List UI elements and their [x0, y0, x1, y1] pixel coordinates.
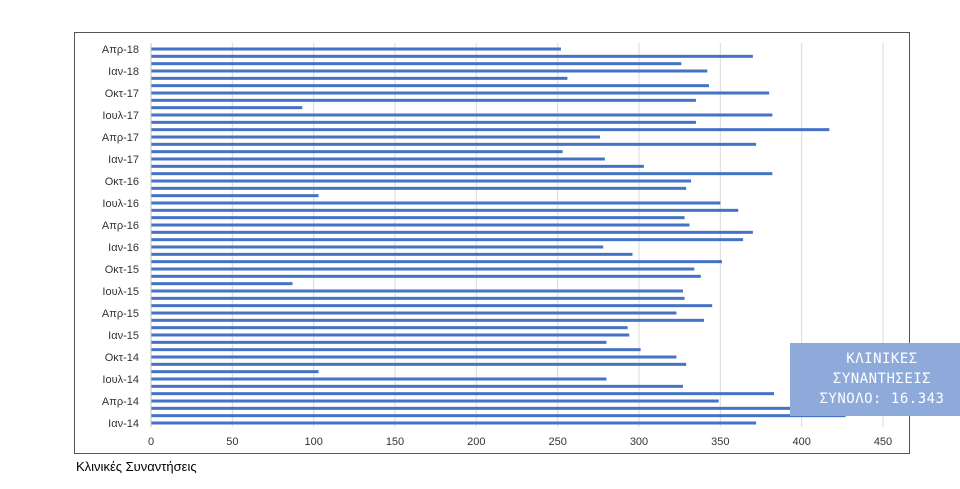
y-tick-label: Απρ-16: [102, 220, 139, 232]
y-tick-label: Οκτ-15: [105, 264, 139, 276]
bar: [151, 135, 600, 139]
y-tick-label: Ιουλ-14: [102, 374, 139, 386]
bar: [151, 421, 757, 425]
bar: [151, 252, 633, 256]
bar: [151, 348, 641, 352]
bar: [151, 194, 319, 198]
bar: [151, 392, 775, 396]
bar: [151, 304, 713, 308]
bar: [151, 223, 690, 227]
bar: [151, 62, 682, 66]
x-tick-label: 350: [711, 436, 729, 448]
bar: [151, 69, 708, 73]
chart-frame: 0 50 100 150 200 250 300 350 400 450 Ιαν-14 Απρ-14 Ι…: [74, 32, 960, 454]
bar: [151, 216, 685, 220]
bar: [151, 377, 607, 381]
bar: [151, 406, 802, 410]
bar: [151, 179, 692, 183]
y-tick-label: Οκτ-14: [105, 352, 139, 364]
y-tick-label: Ιαν-18: [108, 66, 139, 78]
y-tick-label: Ιαν-16: [108, 242, 139, 254]
bar: [151, 311, 677, 315]
bar: [151, 164, 644, 168]
x-tick-label: 150: [386, 436, 404, 448]
bar: [151, 326, 628, 330]
x-tick-label: 100: [304, 436, 322, 448]
x-tick-label: 250: [548, 436, 566, 448]
bar: [151, 282, 293, 286]
x-tick-label: 400: [792, 436, 810, 448]
x-tick-label: 450: [874, 436, 892, 448]
y-tick-label: Ιαν-15: [108, 330, 139, 342]
x-tick-label: 200: [467, 436, 485, 448]
bar: [151, 399, 719, 403]
bar: [151, 157, 605, 161]
bar: [151, 414, 846, 418]
bar: [151, 208, 739, 212]
bar: [151, 47, 561, 51]
bar: [151, 172, 773, 176]
bar: [151, 230, 753, 234]
y-tick-label: Ιουλ-15: [102, 286, 139, 298]
chart-area: 0 50 100 150 200 250 300 350 400 450 Ιαν-14 Απρ-14 Ι…: [102, 43, 892, 448]
bar: [151, 128, 830, 132]
y-tick-label: Ιαν-17: [108, 154, 139, 166]
bar: [151, 76, 568, 80]
y-tick-label: Οκτ-17: [105, 88, 139, 100]
bar: [151, 142, 757, 146]
y-tick-label: Απρ-14: [102, 396, 139, 408]
bar: [151, 333, 630, 337]
bar: [151, 355, 677, 359]
bar: [151, 186, 687, 190]
bar: [151, 150, 563, 154]
bar: [151, 340, 607, 344]
bar: [151, 98, 696, 102]
bar: [151, 384, 683, 388]
info-box-line-1: ΚΛΙΝΙΚΕΣ: [846, 351, 918, 367]
bar: [151, 267, 695, 271]
bar: [151, 362, 687, 366]
x-tick-label: 0: [148, 436, 154, 448]
y-tick-label: Απρ-17: [102, 132, 139, 144]
bar: [151, 296, 685, 300]
total-info-box: ΚΛΙΝΙΚΕΣ ΣΥΝΑΝΤΗΣΕΙΣ ΣΥΝΟΛΟ: 16.343: [790, 343, 960, 416]
bar: [151, 238, 744, 242]
chart-caption: Κλινικές Συναντήσεις: [76, 459, 197, 474]
bar: [151, 289, 683, 293]
bar: [151, 201, 721, 205]
info-box-line-2: ΣΥΝΑΝΤΗΣΕΙΣ: [832, 371, 932, 387]
y-tick-label: Ιουλ-17: [102, 110, 139, 122]
bar: [151, 245, 604, 249]
x-tick-label: 50: [226, 436, 238, 448]
y-tick-label: Απρ-15: [102, 308, 139, 320]
y-tick-label: Οκτ-16: [105, 176, 139, 188]
y-tick-label: Απρ-18: [102, 44, 139, 56]
y-tick-label: Ιαν-14: [108, 418, 139, 430]
bar: [151, 54, 753, 58]
y-tick-label: Ιουλ-16: [102, 198, 139, 210]
bar: [151, 274, 701, 278]
info-box-line-3: ΣΥΝΟΛΟ: 16.343: [819, 391, 945, 407]
bar: [151, 318, 705, 322]
bar: [151, 91, 770, 95]
bar: [151, 84, 709, 88]
bar: [151, 370, 319, 374]
x-tick-label: 300: [630, 436, 648, 448]
bar: [151, 113, 773, 117]
bar: [151, 260, 722, 264]
bar: [151, 120, 696, 124]
bar: [151, 106, 303, 110]
